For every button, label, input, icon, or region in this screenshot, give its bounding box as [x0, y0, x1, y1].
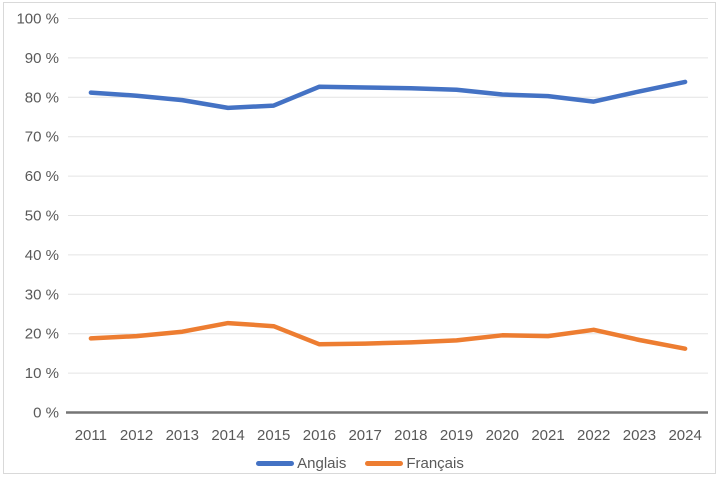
x-tick-label-2020: 2020: [486, 427, 519, 444]
chart-frame: [3, 2, 716, 474]
francais-line-marker: [365, 460, 404, 466]
y-tick-label-0: 0 %: [33, 405, 59, 422]
series-line-anglais: [88, 79, 688, 111]
x-tick-label-2022: 2022: [577, 427, 610, 444]
y-tick-label-70: 70 %: [25, 129, 59, 146]
series-line-francais: [88, 320, 688, 351]
x-tick-label-2021: 2021: [531, 427, 564, 444]
legend-item-francais[interactable]: Français: [365, 456, 464, 471]
y-tick-label-20: 20 %: [25, 326, 59, 343]
y-tick-label-100: 100 %: [16, 11, 59, 28]
y-tick-label-40: 40 %: [25, 247, 59, 264]
x-tick-label-2018: 2018: [394, 427, 427, 444]
anglais-legend-label: Anglais: [297, 454, 347, 472]
x-tick-label-2011: 2011: [75, 427, 107, 444]
x-tick-label-2014: 2014: [211, 427, 244, 444]
x-tick-label-2019: 2019: [440, 427, 473, 444]
y-tick-label-50: 50 %: [25, 208, 59, 225]
y-tick-label-60: 60 %: [25, 168, 59, 185]
x-tick-label-2024: 2024: [668, 427, 701, 444]
y-tick-label-30: 30 %: [25, 286, 59, 303]
x-tick-label-2017: 2017: [348, 427, 381, 444]
y-tick-label-80: 80 %: [25, 89, 59, 106]
legend-item-anglais[interactable]: Anglais: [256, 456, 346, 471]
x-tick-label-2013: 2013: [166, 427, 199, 444]
x-tick-label-2015: 2015: [257, 427, 290, 444]
chart-legend: Anglais Français: [0, 451, 720, 475]
anglais-line-marker: [256, 460, 295, 466]
y-tick-label-10: 10 %: [25, 365, 59, 382]
x-tick-label-2016: 2016: [303, 427, 336, 444]
francais-legend-label: Français: [406, 454, 464, 472]
x-tick-label-2012: 2012: [120, 427, 153, 444]
line-chart-plot-area: 0 % 10 % 20 % 30 % 40 % 50 % 60 % 70 % 80 % 90 % 1…: [16, 11, 708, 444]
y-tick-label-90: 90 %: [25, 50, 59, 67]
x-tick-label-2023: 2023: [623, 427, 656, 444]
